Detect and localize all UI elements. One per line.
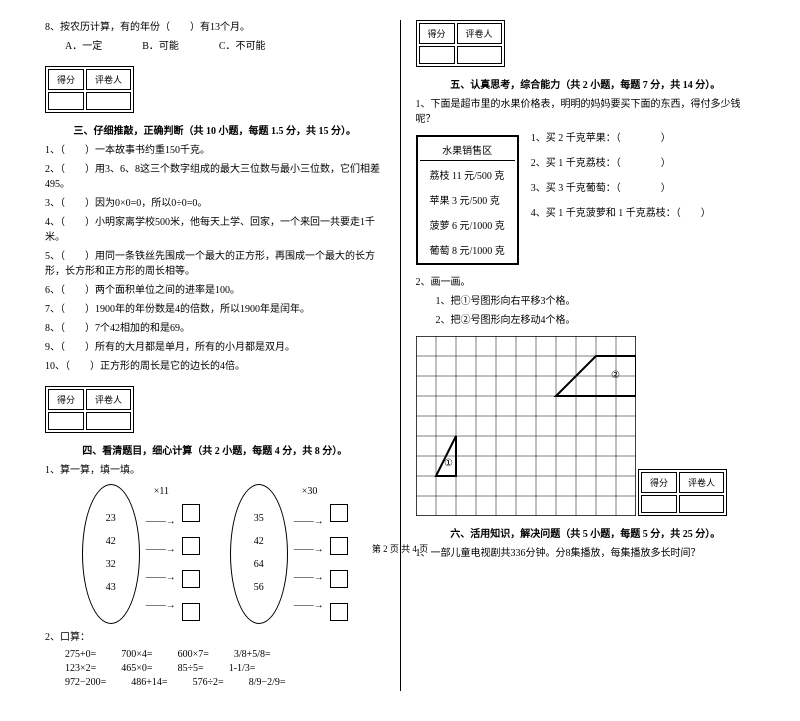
judge-item: 7、（ ）1900年的年份数是4的倍数，所以1900年是闰年。 — [45, 302, 385, 317]
score-box-5: 得分评卷人 — [416, 20, 505, 67]
grid-diagram: ① ② — [416, 336, 636, 516]
shape2-label: ② — [611, 370, 620, 381]
score-box-6: 得分评卷人 — [638, 469, 727, 516]
price-table: 水果销售区 荔枝 11 元/500 克 苹果 3 元/500 克 菠萝 6 元/… — [416, 135, 519, 265]
mult-label2: ×30 — [302, 486, 318, 497]
q8-opts: A．一定 B．可能 C．不可能 — [45, 39, 385, 54]
judge-item: 3、（ ）因为0×0=0，所以0÷0=0。 — [45, 196, 385, 211]
score-box-4: 得分评卷人 — [45, 386, 134, 433]
mult-label1: ×11 — [154, 486, 169, 497]
q4-2: 2、口算： — [45, 630, 385, 645]
judge-item: 10、（ ）正方形的周长是它的边长的4倍。 — [45, 359, 385, 374]
section6-title: 六、活用知识，解决问题（共 5 小题，每题 5 分，共 25 分）。 — [416, 525, 756, 540]
q8-text: 8、按农历计算，有的年份（ ）有13个月。 — [45, 20, 385, 35]
price-header: 水果销售区 — [420, 139, 515, 161]
judge-item: 9、（ ）所有的大月都是单月，所有的小月都是双月。 — [45, 340, 385, 355]
judge-item: 5、（ ）用同一条铁丝先围成一个最大的正方形，再围成一个最大的长方形，长方形和正… — [45, 249, 385, 279]
reviewer-label: 评卷人 — [86, 69, 131, 90]
score-label: 得分 — [48, 69, 84, 90]
price-row: 水果销售区 荔枝 11 元/500 克 苹果 3 元/500 克 菠萝 6 元/… — [416, 131, 756, 265]
q5-2a: 1、把①号图形向右平移3个格。 — [416, 294, 756, 309]
q5-2b: 2、把②号图形向左移动4个格。 — [416, 313, 756, 328]
q5-1: 1、下面是超市里的水果价格表，明明的妈妈要买下面的东西，得付多少钱呢？ — [416, 97, 756, 127]
judge-item: 4、（ ）小明家离学校500米，他每天上学、回家，一个来回一共要走1千米。 — [45, 215, 385, 245]
section4-title: 四、看清题目，细心计算（共 2 小题，每题 4 分，共 8 分）。 — [45, 442, 385, 457]
section5-title: 五、认真思考，综合能力（共 2 小题，每题 7 分，共 14 分）。 — [416, 76, 756, 91]
right-column: 得分评卷人 五、认真思考，综合能力（共 2 小题，每题 7 分，共 14 分）。… — [401, 20, 771, 691]
shape1-label: ① — [444, 458, 453, 469]
q4-1: 1、算一算，填一填。 — [45, 463, 385, 478]
judge-item: 6、（ ）两个面积单位之间的进率是100。 — [45, 283, 385, 298]
judge-item: 1、（ ）一本故事书约重150千克。 — [45, 143, 385, 158]
score-box-3: 得分评卷人 — [45, 66, 134, 113]
left-column: 8、按农历计算，有的年份（ ）有13个月。 A．一定 B．可能 C．不可能 得分… — [30, 20, 400, 691]
judge-item: 2、（ ）用3、6、8这三个数字组成的最大三位数与最小三位数，它们相差495。 — [45, 162, 385, 192]
buy-list: 1、买 2 千克苹果：（ ） 2、买 1 千克荔枝：（ ） 3、买 3 千克葡萄… — [531, 131, 755, 225]
section3-title: 三、仔细推敲，正确判断（共 10 小题，每题 1.5 分，共 15 分）。 — [45, 122, 385, 137]
page-footer: 第 2 页 共 4 页 — [0, 542, 800, 555]
judge-item: 8、（ ）7个42相加的和是69。 — [45, 321, 385, 336]
judge-list: 1、（ ）一本故事书约重150千克。 2、（ ）用3、6、8这三个数字组成的最大… — [45, 143, 385, 374]
calc-block: 275+0=700×4=600×7=3/8+5/8= 123×2=465×0=8… — [45, 649, 385, 688]
q5-2: 2、画一画。 — [416, 275, 756, 290]
